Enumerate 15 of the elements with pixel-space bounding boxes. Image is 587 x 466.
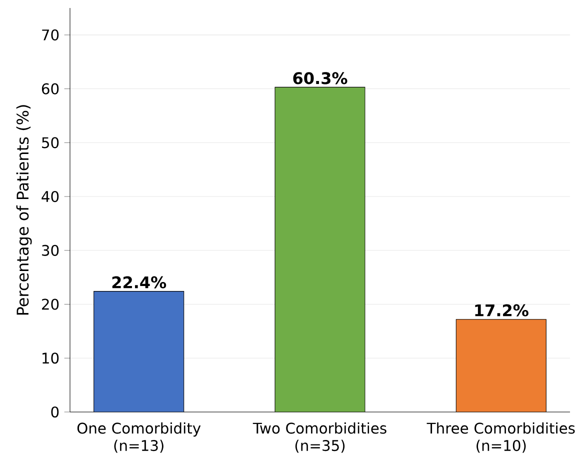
data-label: 60.3% [293,72,348,84]
y-tick-label: 20 [42,298,59,310]
x-tick-label: One Comorbidity (n=13) [77,422,201,453]
y-tick-label: 40 [42,190,59,202]
y-tick-label: 30 [42,244,59,256]
x-tick-label: Three Comorbidities (n=10) [426,422,575,453]
y-tick-label: 50 [42,137,59,148]
y-tick-label: 10 [42,352,59,364]
y-tick-label: 70 [42,29,59,40]
y-tick-label: 0 [51,406,59,418]
data-label: 22.4% [112,276,166,288]
y-tick-label: 60 [42,83,59,94]
y-axis-title: Percentage of Patients (%) [16,105,32,315]
data-label: 17.2% [475,304,528,316]
x-tick-label: Two Comorbidities (n=35) [252,422,386,453]
